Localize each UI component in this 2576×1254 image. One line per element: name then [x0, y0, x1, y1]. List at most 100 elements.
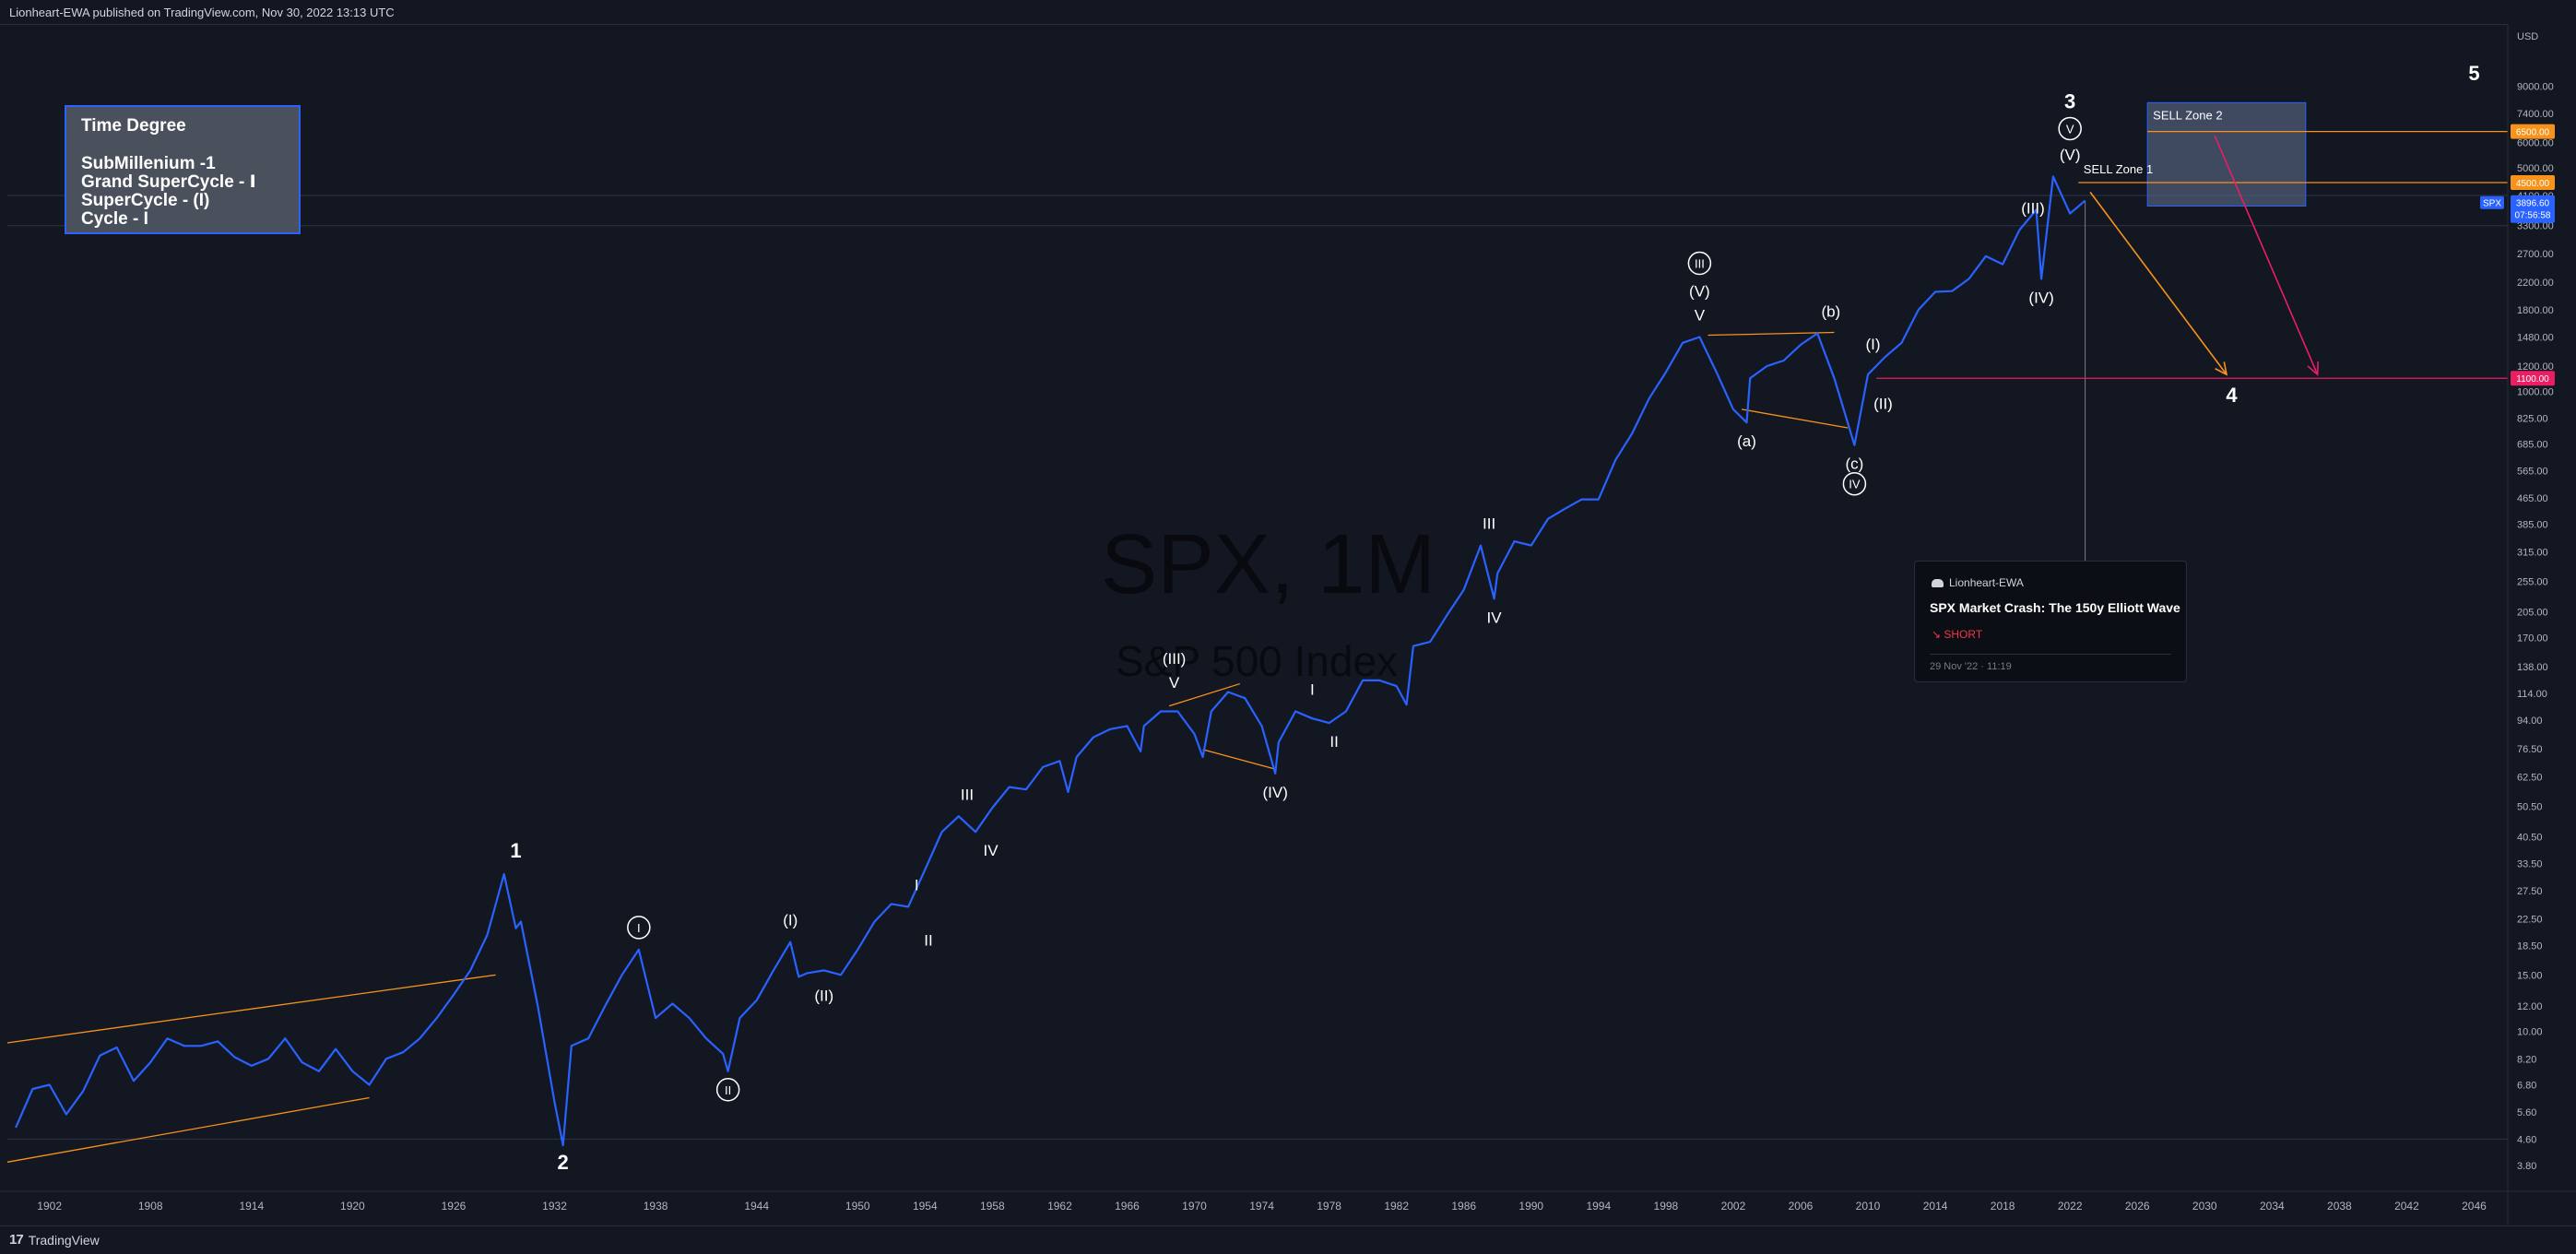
y-tick-label: 7400.00: [2517, 109, 2554, 120]
wave-labels: 12345IIIIIIIVV(I)(II)IIIIIIIV(III)V(IV)I…: [510, 62, 2479, 1174]
x-tick-label: 1970: [1182, 1200, 1207, 1213]
idea-author[interactable]: Lionheart-EWA: [1932, 576, 2024, 589]
wave-label: I: [1310, 681, 1315, 699]
price-level-tag-text: 6500.00: [2516, 128, 2550, 138]
grid: [7, 195, 2508, 1140]
x-tick-label: 2038: [2327, 1200, 2352, 1213]
watermark-name: S&P 500 Index: [1116, 637, 1399, 685]
x-tick-label: 1990: [1518, 1200, 1543, 1213]
y-tick-label: 5000.00: [2517, 163, 2554, 174]
trend-line: [1707, 331, 1835, 337]
wave-label: (II): [1873, 395, 1893, 412]
x-tick-label: 1998: [1654, 1200, 1679, 1213]
y-tick-label: 5.60: [2517, 1107, 2536, 1118]
y-tick-label: 3.80: [2517, 1161, 2536, 1172]
wave-label: (I): [783, 912, 798, 929]
wave-label: I: [637, 921, 641, 935]
wave-circle-marker: [2058, 116, 2082, 141]
y-tick-label: 315.00: [2517, 548, 2548, 559]
x-tick-label: 1908: [138, 1200, 163, 1213]
idea-card[interactable]: Lionheart-EWA SPX Market Crash: The 150y…: [1914, 561, 2187, 682]
top-bar: Lionheart-EWA published on TradingView.c…: [0, 0, 2576, 25]
x-tick-label: 1920: [340, 1200, 365, 1213]
tradingview-logo-text: TradingView: [28, 1232, 100, 1248]
y-tick-label: 138.00: [2517, 662, 2548, 673]
price-level-tag-text: 1100.00: [2516, 374, 2549, 384]
y-tick-label: 255.00: [2517, 576, 2548, 587]
x-tick-label: 1974: [1249, 1200, 1274, 1213]
y-tick-label: 50.50: [2517, 801, 2543, 812]
legend-line: SubMillenium -1: [81, 154, 216, 173]
y-tick-label: 10.00: [2517, 1026, 2543, 1037]
last-price-countdown: 07:56:58: [2515, 211, 2551, 221]
x-tick-label: 1986: [1451, 1200, 1476, 1213]
trend-line: [1202, 749, 1276, 770]
idea-title[interactable]: SPX Market Crash: The 150y Elliott Wave: [1930, 600, 2180, 615]
price-series: [15, 175, 2086, 1147]
wave-label: (b): [1821, 303, 1840, 321]
y-tick-label: 94.00: [2517, 716, 2543, 727]
symbol-tag: [2480, 195, 2504, 209]
y-tick-label: 385.00: [2517, 519, 2548, 530]
tradingview-logo[interactable]: 17 TradingView: [9, 1232, 100, 1248]
wave-label: (IV): [1262, 784, 1287, 801]
wave-label: (c): [1845, 455, 1863, 473]
y-tick-label: 4.60: [2517, 1134, 2536, 1145]
wave-label: (I): [1865, 336, 1880, 353]
y-tick-label: 465.00: [2517, 493, 2548, 504]
price-level-tag: [2511, 124, 2555, 139]
wave-label: (IV): [2028, 289, 2053, 306]
wave-label: V: [1695, 307, 1706, 325]
wave-circle-marker: [1687, 251, 1712, 276]
y-tick-label: 15.00: [2517, 970, 2543, 981]
y-tick-label: 1800.00: [2517, 305, 2554, 316]
y-tick-label: 9000.00: [2517, 82, 2554, 93]
y-tick-label: 12.00: [2517, 1001, 2543, 1012]
x-tick-label: 1932: [542, 1200, 567, 1213]
published-text: Lionheart-EWA published on TradingView.c…: [9, 6, 395, 19]
trend-line: [6, 1096, 370, 1163]
legend-line: Grand SuperCycle - Ⅰ: [81, 172, 256, 192]
wave-label: IV: [1487, 609, 1503, 626]
x-tick-label: 2026: [2125, 1200, 2150, 1213]
idea-short-tag: ↘ SHORT: [1932, 628, 1983, 641]
price-level-tag-text: 4500.00: [2516, 179, 2550, 189]
wave-label: (II): [814, 987, 833, 1004]
last-price-value: 3896.60: [2516, 199, 2550, 209]
x-tick-label: 2014: [1923, 1200, 1948, 1213]
y-tick-label: 6.80: [2517, 1081, 2536, 1092]
idea-author-name: Lionheart-EWA: [1949, 576, 2024, 589]
x-tick-label: 1944: [744, 1200, 769, 1213]
wave-label: 2: [558, 1151, 569, 1174]
legend-line: SuperCycle - (I): [81, 191, 210, 210]
trend-lines: [6, 331, 1849, 1163]
y-tick-label: 205.00: [2517, 607, 2548, 618]
sell-arrow-2: [2214, 135, 2319, 375]
wave-label: 5: [2468, 62, 2479, 85]
x-tick-label: 1954: [913, 1200, 938, 1213]
y-tick-label: 685.00: [2517, 440, 2548, 451]
wave-label: V: [2066, 122, 2074, 136]
sell-arrow-1-head: [2215, 361, 2228, 376]
x-tick-label: 1994: [1586, 1200, 1611, 1213]
watermark-symbol: SPX, 1M: [1101, 517, 1436, 611]
wave-label: V: [1169, 674, 1180, 692]
sell-zone-2-box: [2146, 101, 2307, 207]
x-tick-label: 2034: [2260, 1200, 2285, 1213]
y-tick-label: 565.00: [2517, 467, 2548, 478]
x-tick-label: 2022: [2058, 1200, 2083, 1213]
time-degree-legend[interactable]: Time Degree SubMillenium -1 Grand SuperC…: [65, 105, 301, 234]
wave-label: II: [1329, 733, 1338, 751]
x-tick-label: 1966: [1115, 1200, 1140, 1213]
y-tick-label: 18.50: [2517, 941, 2543, 952]
legend-line: Cycle - I: [81, 209, 148, 229]
x-tick-label: 1950: [845, 1200, 870, 1213]
price-level-tag: [2511, 174, 2555, 190]
y-tick-label: 40.50: [2517, 833, 2543, 844]
wave-label: (V): [2060, 146, 2081, 163]
y-tick-label: 2200.00: [2517, 278, 2554, 289]
wave-circle-marker: [627, 916, 651, 940]
wave-label: II: [924, 932, 932, 950]
x-tick-label: 1978: [1317, 1200, 1341, 1213]
